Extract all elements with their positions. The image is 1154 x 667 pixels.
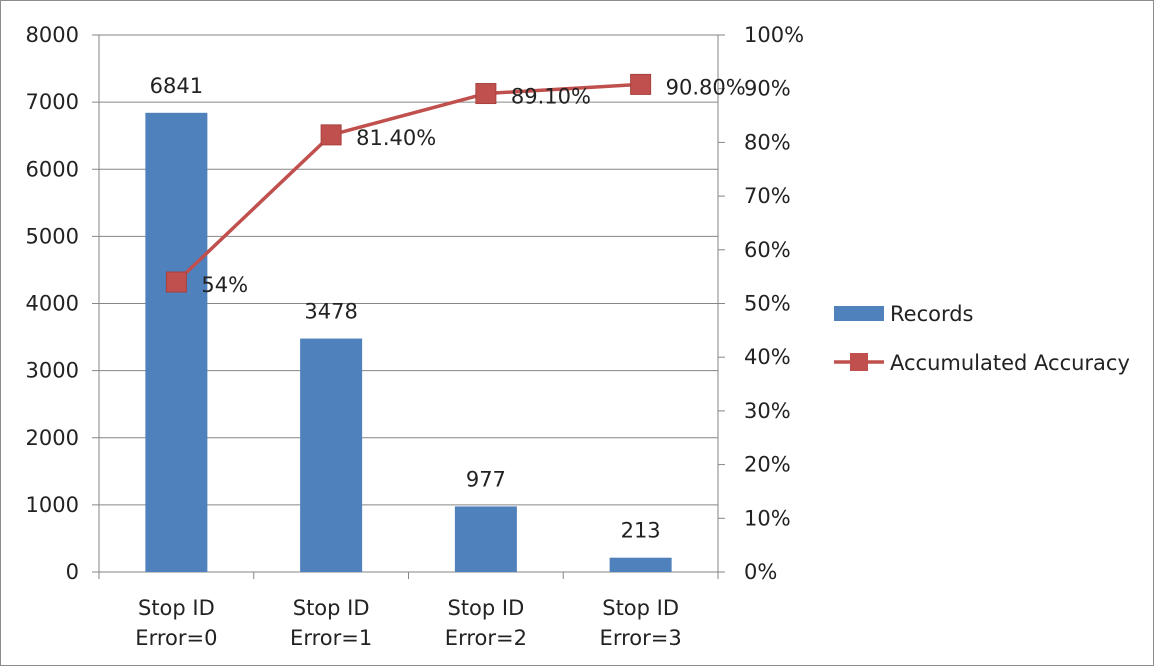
- line-data-label: 89.10%: [511, 85, 591, 109]
- x-axis-category-label: Error=3: [600, 626, 682, 650]
- right-axis-tick-label: 30%: [744, 399, 791, 423]
- right-axis-tick-label: 90%: [744, 77, 791, 101]
- bar-data-label: 6841: [150, 74, 203, 98]
- left-axis-tick-label: 3000: [26, 359, 79, 383]
- accuracy-marker-1: [320, 124, 342, 146]
- x-axis-category-label: Stop ID: [602, 596, 679, 620]
- x-axis-category-label: Error=1: [290, 626, 372, 650]
- right-axis-tick-label: 0%: [744, 560, 777, 584]
- legend-records-label: Records: [890, 302, 974, 326]
- left-axis-tick-label: 1000: [26, 493, 79, 517]
- bar-data-label: 213: [621, 519, 661, 543]
- bar-3: [609, 557, 672, 572]
- x-axis-category-label: Stop ID: [138, 596, 215, 620]
- bar-data-label: 3478: [304, 300, 357, 324]
- x-axis-category-label: Error=0: [135, 626, 217, 650]
- x-axis-category-label: Stop ID: [447, 596, 524, 620]
- accuracy-marker-0: [165, 271, 187, 293]
- right-axis-tick-label: 40%: [744, 345, 791, 369]
- right-axis-tick-label: 70%: [744, 184, 791, 208]
- left-axis-tick-label: 5000: [26, 224, 79, 248]
- accuracy-marker-2: [475, 83, 497, 105]
- legend-accuracy-marker: [850, 353, 868, 371]
- line-data-label: 81.40%: [356, 126, 436, 150]
- line-data-label: 90.80%: [666, 75, 746, 99]
- legend-records-swatch: [834, 306, 884, 321]
- x-axis-category-label: Error=2: [445, 626, 527, 650]
- right-axis-tick-label: 50%: [744, 292, 791, 316]
- accuracy-marker-3: [630, 73, 652, 95]
- left-axis-tick-label: 6000: [26, 157, 79, 181]
- accuracy-line: [175, 82, 641, 284]
- left-axis-tick-label: 2000: [26, 426, 79, 450]
- right-axis-tick-label: 100%: [744, 23, 804, 47]
- bar-data-label: 977: [466, 467, 506, 491]
- right-axis-tick-label: 60%: [744, 238, 791, 262]
- right-axis-tick-label: 10%: [744, 506, 791, 530]
- right-axis-tick-label: 80%: [744, 130, 791, 154]
- left-axis-tick-label: 4000: [26, 292, 79, 316]
- bar-2: [454, 506, 517, 572]
- line-data-label: 54%: [201, 273, 248, 297]
- left-axis-tick-label: 8000: [26, 23, 79, 47]
- left-axis-tick-label: 0: [66, 560, 79, 584]
- legend-accuracy-label: Accumulated Accuracy: [890, 351, 1130, 375]
- left-axis-tick-label: 7000: [26, 90, 79, 114]
- bar-0: [145, 112, 208, 572]
- x-axis-category-label: Stop ID: [293, 596, 370, 620]
- bar-1: [300, 338, 363, 572]
- right-axis-tick-label: 20%: [744, 453, 791, 477]
